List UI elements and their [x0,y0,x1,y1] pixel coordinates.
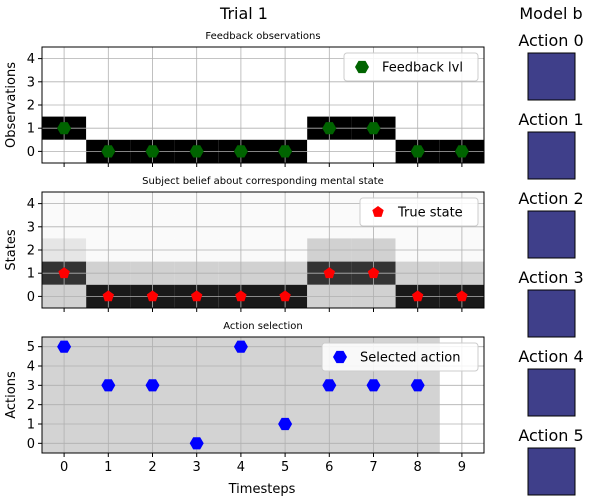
y-tick-label: 3 [27,220,35,235]
y-tick-label: 3 [27,379,35,394]
data-point [412,290,424,302]
model-action-box [527,447,576,496]
y-tick-label: 1 [27,267,35,282]
data-point [366,122,381,135]
data-point [233,145,248,158]
y-tick-label: 4 [27,360,35,375]
data-point [145,379,160,392]
model-action-label: Action 5 [518,426,583,445]
model-title: Model b [519,4,582,23]
data-point [322,379,337,392]
data-point [367,267,380,279]
y-axis-label: Observations [4,62,19,148]
legend-label: Feedback lvl [382,61,463,76]
model-action-label: Action 0 [518,31,583,50]
model-action-box [527,131,576,180]
y-tick-label: 0 [27,290,35,305]
x-axis-label: Timesteps [228,482,296,497]
x-tick-label: 8 [414,460,422,475]
model-action-box [527,289,576,338]
legend-label: Selected action [360,351,461,366]
data-point [191,290,203,302]
data-point [189,145,204,158]
y-tick-label: 1 [27,418,35,433]
y-tick-label: 4 [27,52,35,67]
data-point [456,290,468,302]
y-axis-label: Actions [4,371,19,419]
panel-title: Subject belief about corresponding menta… [142,176,384,187]
figure-title: Trial 1 [219,4,268,23]
chart-panels: 0 1 2 3 4 Feedback observations Observations Fe… [4,31,485,475]
model-action-label: Action 2 [518,189,583,208]
chart-panel: 0 1 2 3 4 5 0 1 2 3 4 5 6 7 8 9 Action selection Actions S… [4,321,485,475]
data-point [410,379,425,392]
y-tick-label: 2 [27,99,35,114]
model-action-boxes: Action 0 Action 1 Action 2 Action 3 Action 4… [518,31,584,496]
data-point [410,145,425,158]
data-point [57,340,72,353]
data-point [146,290,159,302]
model-action-label: Action 3 [518,268,583,287]
data-point [279,290,291,302]
axes-frame [41,336,485,454]
data-point [145,145,160,158]
x-tick-label: 7 [369,460,377,475]
data-point [58,267,70,279]
x-tick-label: 3 [193,460,201,475]
legend-box [321,342,479,372]
model-action-box [527,52,576,101]
chart-panel: 0 1 2 3 4 Feedback observations Observations Fe… [4,31,485,167]
x-tick-label: 9 [458,460,466,475]
model-action-label: Action 1 [518,110,583,129]
panel-title: Feedback observations [205,31,320,42]
data-point [235,290,247,302]
y-tick-label: 3 [27,75,35,90]
data-point [454,145,469,158]
model-action-label: Action 4 [518,347,583,366]
data-point [101,379,116,392]
y-axis-label: States [4,229,19,270]
data-point [322,122,337,135]
model-action-box [527,210,576,259]
data-point [278,145,293,158]
legend-marker [355,60,369,74]
data-point [278,417,293,431]
panel-title: Action selection [223,321,302,332]
data-point [323,267,335,279]
data-point [101,145,116,158]
model-action-box [527,368,576,417]
x-tick-label: 2 [148,460,156,475]
legend-marker [333,350,347,364]
data-point [233,340,248,353]
y-tick-label: 1 [27,122,35,137]
data-point [57,122,72,135]
data-point [189,437,204,450]
y-tick-label: 2 [27,244,35,259]
y-tick-label: 2 [27,398,35,413]
x-tick-label: 5 [281,460,289,475]
data-point [102,290,114,302]
legend-box [343,52,479,82]
y-tick-label: 0 [27,145,35,160]
y-tick-label: 0 [27,437,35,452]
y-tick-label: 5 [27,340,35,355]
chart-panel: 0 1 2 3 4 Subject belief about corresponding … [4,176,485,312]
legend-marker [372,206,384,217]
y-tick-label: 4 [27,197,35,212]
data-point [366,379,381,392]
x-tick-label: 4 [237,460,245,475]
legend-box [359,197,479,227]
legend-label: True state [397,206,463,221]
x-tick-label: 6 [325,460,333,475]
x-tick-label: 1 [104,460,112,475]
x-tick-label: 0 [60,460,68,475]
